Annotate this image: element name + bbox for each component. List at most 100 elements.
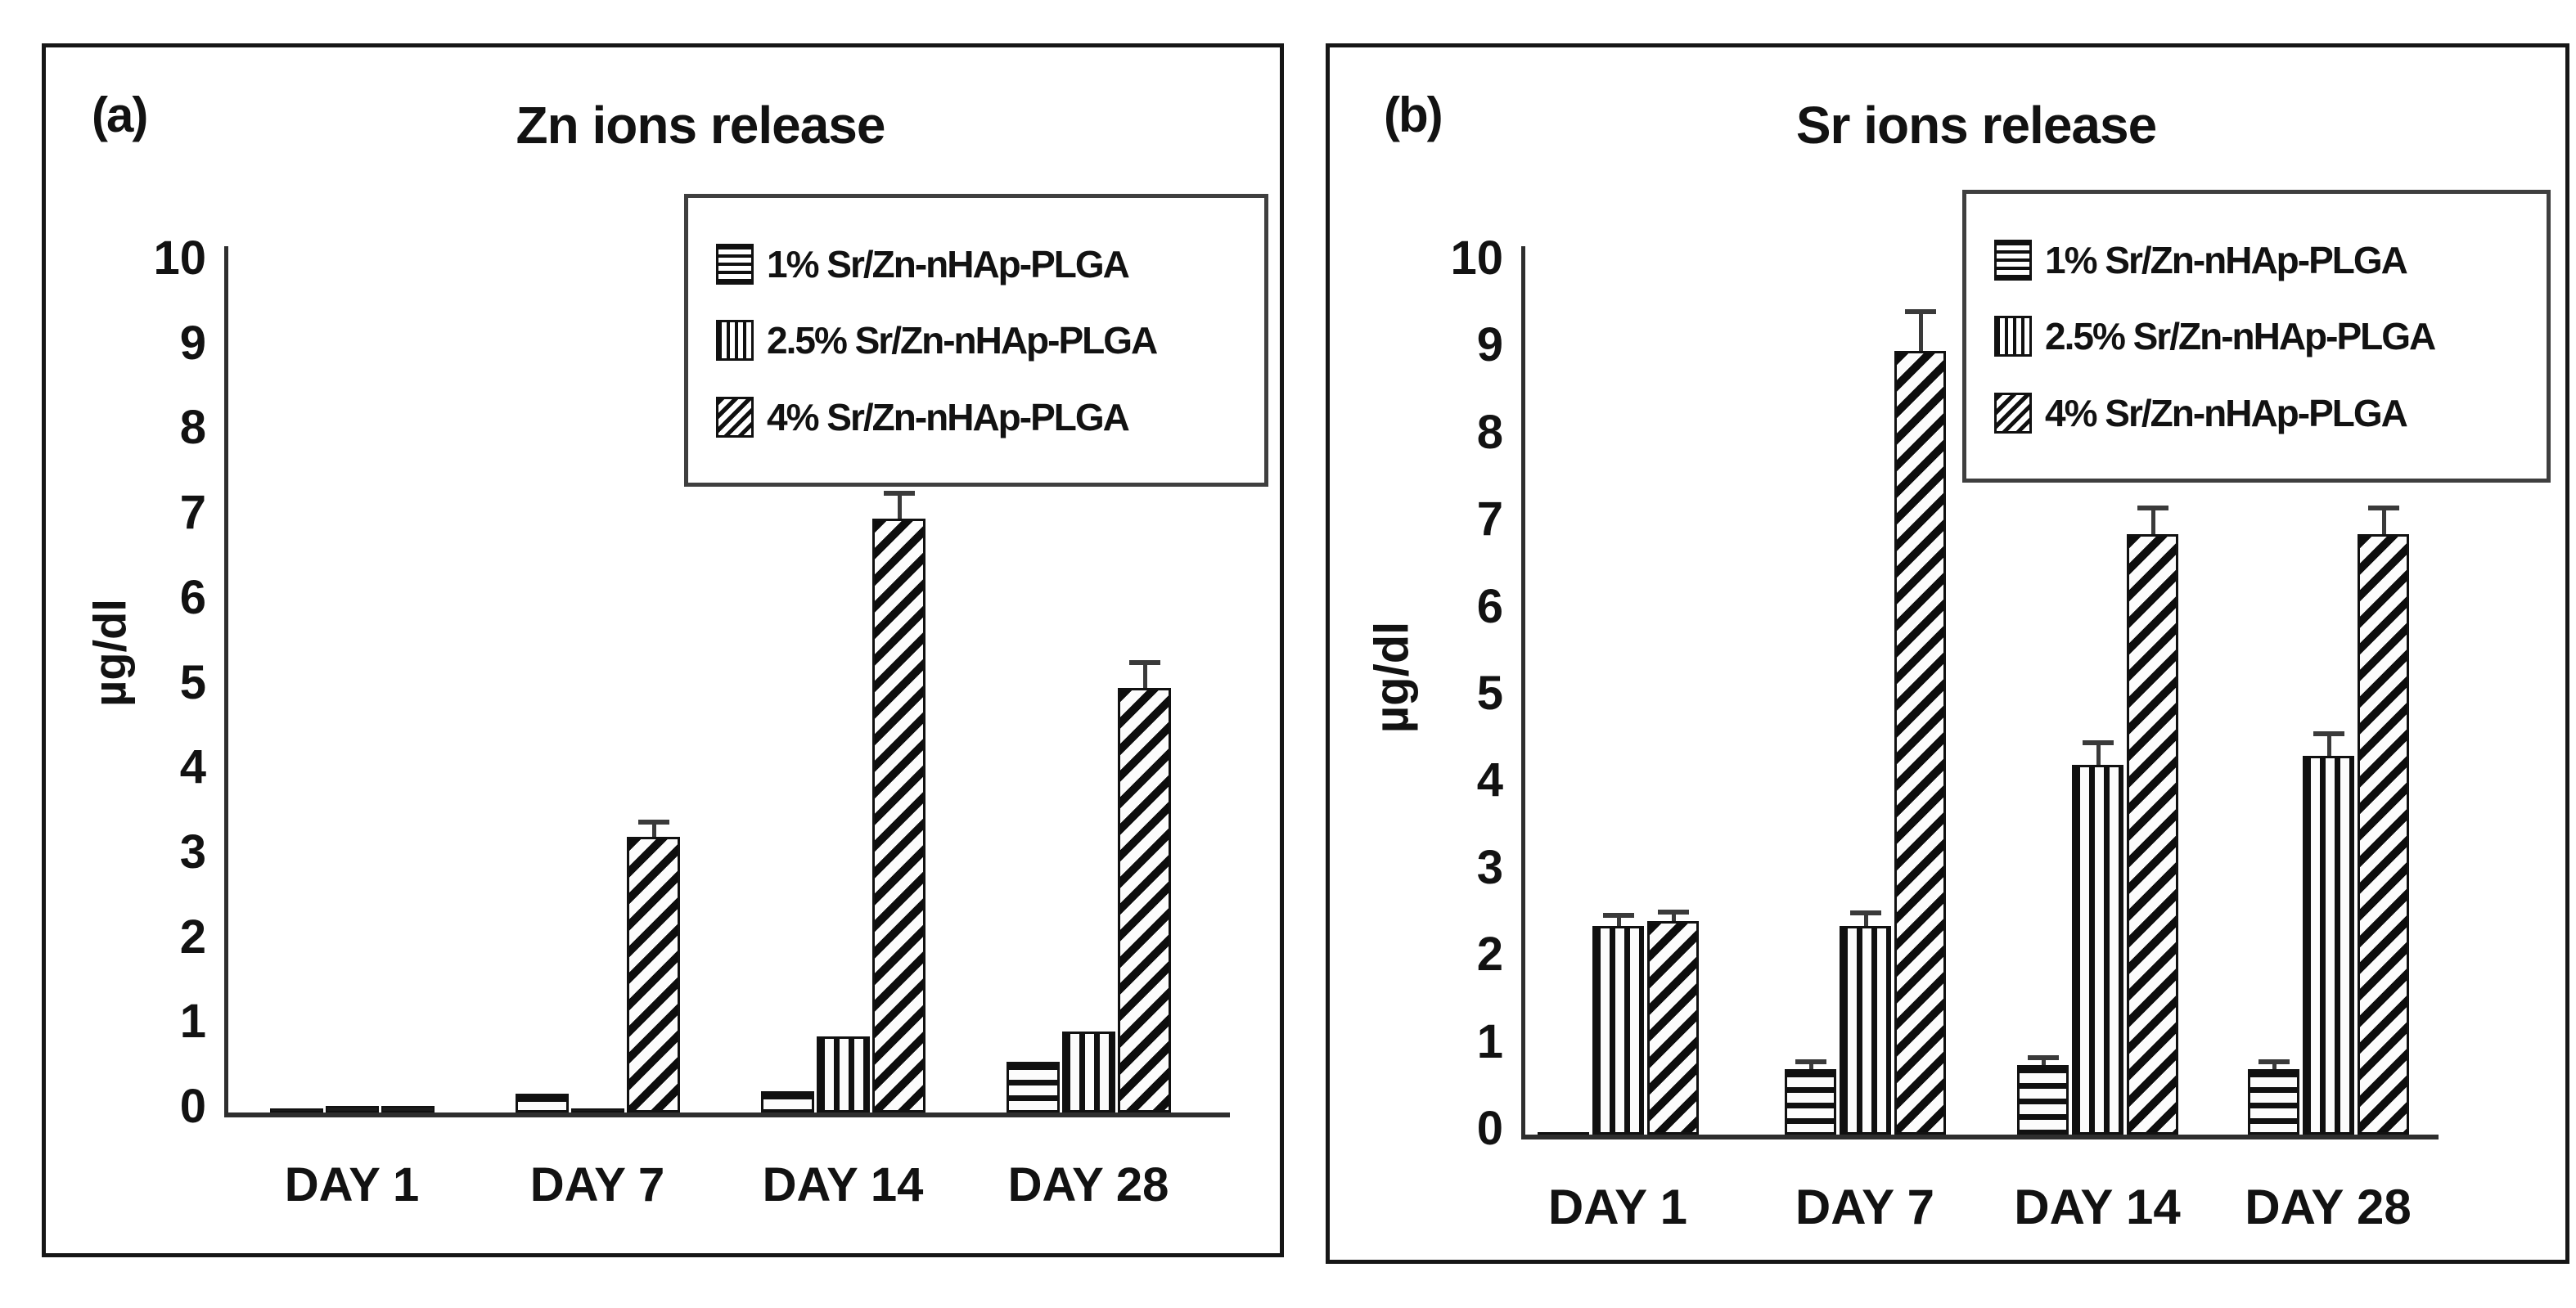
legend-item: 1% Sr/Zn-nHAp-PLGA [1994, 238, 2538, 282]
legend: 1% Sr/Zn-nHAp-PLGA 2.5% Sr/Zn-nHAp-PLGA 4%… [1962, 190, 2551, 483]
x-axis-line [224, 1112, 1230, 1117]
plot-area: 0 1 2 3 4 5 6 7 8 9 10 DAY 1 DAY 7 DAY 14 DAY 28 [46, 47, 1280, 1253]
y-tick-label: 9 [1476, 318, 1503, 372]
error-bar-cap [1849, 910, 1881, 915]
error-bar-stem [1616, 915, 1621, 926]
bar [2072, 765, 2123, 1135]
y-tick-label: 10 [1450, 231, 1503, 285]
error-bar-cap [2313, 731, 2344, 736]
legend-item: 1% Sr/Zn-nHAp-PLGA [716, 242, 1256, 286]
x-category-label: DAY 28 [2245, 1180, 2412, 1234]
y-tick-label: 9 [179, 316, 206, 370]
error-bar-cap [2367, 506, 2399, 510]
horizontal-stripes-swatch [1994, 239, 2032, 281]
bar [817, 1036, 870, 1112]
bar [1894, 351, 1946, 1135]
x-category-label: DAY 14 [2014, 1180, 2181, 1234]
horizontal-stripes-swatch [716, 243, 754, 285]
y-tick-label: 2 [179, 910, 206, 964]
y-tick-label: 8 [179, 401, 206, 455]
panel-zn-ions: (a) Zn ions release µg/dl 0 1 2 3 4 5 6 7 8 9 10 DA… [42, 43, 1284, 1257]
error-bar-stem [1671, 912, 1676, 921]
bar [381, 1106, 435, 1112]
diagonal-stripes-swatch [716, 396, 754, 438]
legend-label: 4% Sr/Zn-nHAp-PLGA [2045, 391, 2408, 434]
y-axis-line [1521, 246, 1525, 1139]
bar [1840, 926, 1891, 1135]
diagonal-stripes-swatch [1994, 392, 2032, 434]
bar [761, 1091, 814, 1112]
error-bar-stem [2150, 508, 2155, 534]
legend-item: 4% Sr/Zn-nHAp-PLGA [1994, 391, 2538, 435]
error-bar-cap [1128, 660, 1160, 665]
y-tick-label: 6 [1476, 579, 1503, 633]
panel-sr-ions: (b) Sr ions release µg/dl 0 1 2 3 4 5 6 7 8 9 10 DA… [1326, 43, 2569, 1264]
bar [1062, 1032, 1115, 1112]
bar [2248, 1069, 2299, 1135]
error-bar-stem [2041, 1058, 2046, 1065]
y-axis-line [224, 246, 228, 1117]
error-bar-cap [637, 820, 669, 825]
chart-title-sr: Sr ions release [1795, 96, 2157, 155]
bar [2358, 534, 2409, 1135]
error-bar-cap [2137, 506, 2168, 510]
legend: 1% Sr/Zn-nHAp-PLGA 2.5% Sr/Zn-nHAp-PLGA 4%… [684, 194, 1268, 487]
legend-label: 2.5% Sr/Zn-nHAp-PLGA [2045, 315, 2436, 357]
y-tick-label: 0 [1476, 1102, 1503, 1156]
y-tick-label: 5 [179, 655, 206, 709]
error-bar-stem [1142, 663, 1147, 688]
error-bar-stem [1863, 913, 1868, 926]
y-tick-label: 3 [1476, 840, 1503, 894]
error-bar-stem [1808, 1062, 1813, 1069]
bar [872, 519, 925, 1112]
bar [2017, 1065, 2069, 1135]
bar [326, 1106, 379, 1112]
error-bar-stem [897, 493, 902, 519]
legend-label: 2.5% Sr/Zn-nHAp-PLGA [767, 319, 1158, 362]
error-bar-cap [1904, 309, 1936, 314]
vertical-stripes-swatch [716, 320, 754, 361]
legend-label: 1% Sr/Zn-nHAp-PLGA [2045, 238, 2408, 281]
y-tick-label: 7 [1476, 492, 1503, 546]
legend-label: 4% Sr/Zn-nHAp-PLGA [767, 395, 1130, 438]
y-tick-label: 5 [1476, 667, 1503, 721]
error-bar-cap [1657, 910, 1689, 915]
x-category-label: DAY 1 [284, 1158, 420, 1211]
legend-item: 2.5% Sr/Zn-nHAp-PLGA [716, 318, 1256, 362]
error-bar-cap [2082, 740, 2114, 745]
x-category-label: DAY 1 [1547, 1180, 1688, 1234]
y-tick-label: 6 [179, 570, 206, 624]
bar [1118, 688, 1171, 1112]
y-tick-label: 10 [153, 231, 206, 285]
x-category-label: DAY 14 [762, 1158, 924, 1211]
legend-item: 4% Sr/Zn-nHAp-PLGA [716, 395, 1256, 439]
x-category-label: DAY 7 [529, 1158, 665, 1211]
error-bar-stem [1918, 312, 1923, 351]
panel-label-b: (b) [1384, 88, 1443, 142]
bar [571, 1108, 624, 1112]
error-bar-cap [1602, 913, 1634, 918]
y-tick-label: 4 [179, 740, 206, 794]
bar [1785, 1069, 1836, 1135]
x-category-label: DAY 28 [1007, 1158, 1169, 1211]
legend-label: 1% Sr/Zn-nHAp-PLGA [767, 242, 1130, 285]
bar [516, 1094, 569, 1112]
y-tick-label: 2 [1476, 928, 1503, 982]
error-bar-stem [2096, 743, 2101, 765]
error-bar-stem [2272, 1062, 2277, 1069]
bar [627, 837, 680, 1112]
error-bar-cap [2258, 1059, 2290, 1064]
x-category-label: DAY 7 [1795, 1180, 1935, 1234]
y-tick-label: 0 [179, 1080, 206, 1134]
bar [2303, 756, 2354, 1135]
bar [1592, 926, 1644, 1135]
error-bar-stem [2326, 734, 2331, 756]
error-bar-stem [651, 822, 656, 837]
chart-title-zn: Zn ions release [516, 96, 886, 155]
y-tick-label: 1 [1476, 1014, 1503, 1068]
x-axis-line [1521, 1135, 2439, 1139]
vertical-stripes-swatch [1994, 316, 2032, 357]
error-bar-cap [1795, 1059, 1826, 1064]
bar [1007, 1062, 1060, 1112]
